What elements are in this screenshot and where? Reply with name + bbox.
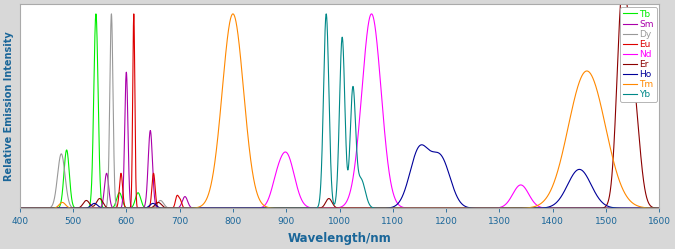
Tb xyxy=(237,207,245,210)
Eu xyxy=(130,12,138,15)
Tb xyxy=(16,207,24,210)
Legend: Tb, Sm, Dy, Eu, Nd, Er, Ho, Tm, Yb: Tb, Sm, Dy, Eu, Nd, Er, Ho, Tm, Yb xyxy=(620,7,657,102)
Nd xyxy=(367,12,375,15)
Tm xyxy=(424,207,432,210)
Sm xyxy=(654,207,662,210)
Line: Sm: Sm xyxy=(20,72,659,208)
Dy xyxy=(589,207,597,210)
Yb xyxy=(589,207,597,210)
Yb xyxy=(655,207,664,210)
Er xyxy=(426,207,434,210)
Sm xyxy=(424,207,432,210)
Er xyxy=(647,204,655,207)
Eu xyxy=(647,207,655,210)
Nd xyxy=(654,207,662,210)
Yb xyxy=(16,207,24,210)
Nd xyxy=(303,205,311,208)
Line: Ho: Ho xyxy=(20,145,659,208)
Eu xyxy=(589,207,597,210)
Eu xyxy=(303,207,311,210)
Line: Yb: Yb xyxy=(20,14,659,208)
Nd xyxy=(16,207,24,210)
Dy xyxy=(424,207,432,210)
Yb xyxy=(654,207,662,210)
Yb xyxy=(303,207,311,210)
Sm xyxy=(16,207,24,210)
Sm xyxy=(589,207,597,210)
Line: Tb: Tb xyxy=(20,14,659,208)
Tm xyxy=(16,207,24,210)
Tm xyxy=(572,93,580,96)
Dy xyxy=(647,207,655,210)
Tm xyxy=(229,12,237,15)
Sm xyxy=(122,71,130,74)
Dy xyxy=(303,207,311,210)
Tb xyxy=(572,207,580,210)
Dy xyxy=(655,207,664,210)
Nd xyxy=(647,207,655,210)
Line: Tm: Tm xyxy=(20,14,659,208)
Line: Dy: Dy xyxy=(20,14,659,208)
Eu xyxy=(16,207,24,210)
Tb xyxy=(647,207,655,210)
Ho xyxy=(589,187,597,190)
Tm xyxy=(647,207,655,210)
Tb xyxy=(655,207,664,210)
Tm xyxy=(589,78,597,81)
Nd xyxy=(424,207,432,210)
Ho xyxy=(647,207,655,210)
Y-axis label: Relative Emission Intensity: Relative Emission Intensity xyxy=(4,31,14,181)
Er xyxy=(424,207,432,210)
Er xyxy=(589,207,597,210)
Er xyxy=(572,207,580,210)
Sm xyxy=(647,207,655,210)
Dy xyxy=(572,207,580,210)
Tb xyxy=(424,207,432,210)
Nd xyxy=(589,207,597,210)
Tb xyxy=(589,207,597,210)
Eu xyxy=(572,207,580,210)
Er xyxy=(654,207,662,210)
Tm xyxy=(303,207,311,210)
Er xyxy=(303,207,311,210)
Sm xyxy=(303,207,311,210)
X-axis label: Wavelength/nm: Wavelength/nm xyxy=(288,232,392,245)
Tb xyxy=(303,207,311,210)
Ho xyxy=(572,170,580,173)
Yb xyxy=(322,12,330,15)
Line: Eu: Eu xyxy=(20,14,659,208)
Yb xyxy=(424,207,432,210)
Ho xyxy=(655,207,664,210)
Line: Er: Er xyxy=(20,0,659,208)
Tb xyxy=(654,207,662,210)
Ho xyxy=(303,207,311,210)
Ho xyxy=(16,207,24,210)
Line: Nd: Nd xyxy=(20,14,659,208)
Dy xyxy=(654,207,662,210)
Sm xyxy=(655,207,664,210)
Er xyxy=(655,207,664,210)
Dy xyxy=(16,207,24,210)
Ho xyxy=(654,207,662,210)
Tb xyxy=(92,12,100,15)
Eu xyxy=(424,207,432,210)
Dy xyxy=(279,207,288,210)
Eu xyxy=(654,207,662,210)
Yb xyxy=(647,207,655,210)
Nd xyxy=(572,207,580,210)
Tm xyxy=(655,207,664,210)
Tm xyxy=(654,207,662,210)
Ho xyxy=(418,143,426,146)
Dy xyxy=(107,12,115,15)
Nd xyxy=(655,207,664,210)
Er xyxy=(16,207,24,210)
Sm xyxy=(572,207,580,210)
Ho xyxy=(424,147,432,150)
Yb xyxy=(572,207,580,210)
Eu xyxy=(655,207,664,210)
